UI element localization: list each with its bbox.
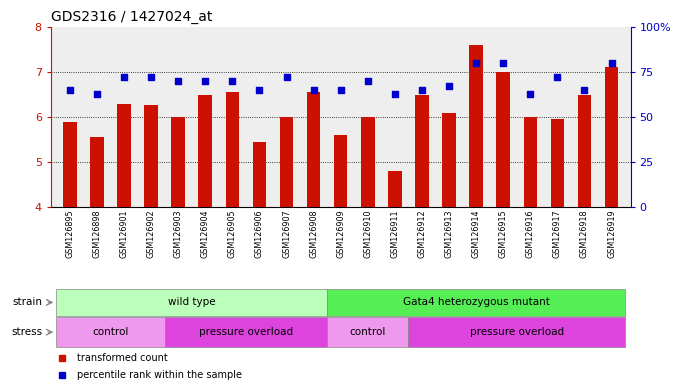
Point xyxy=(336,87,346,93)
Text: GDS2316 / 1427024_at: GDS2316 / 1427024_at xyxy=(51,10,212,25)
Text: GSM126898: GSM126898 xyxy=(92,210,102,258)
Point xyxy=(119,74,129,81)
Text: GSM126906: GSM126906 xyxy=(255,210,264,258)
Bar xyxy=(496,72,510,207)
Bar xyxy=(90,137,104,207)
Text: GSM126919: GSM126919 xyxy=(607,210,616,258)
Text: GSM126908: GSM126908 xyxy=(309,210,318,258)
Point xyxy=(173,78,184,84)
Text: GSM126901: GSM126901 xyxy=(119,210,129,258)
Point xyxy=(471,60,481,66)
Point xyxy=(281,74,292,81)
Text: control: control xyxy=(350,327,386,337)
Bar xyxy=(165,318,327,347)
Point xyxy=(389,91,400,97)
Bar xyxy=(334,135,347,207)
Point xyxy=(146,74,157,81)
Text: control: control xyxy=(92,327,129,337)
Text: GSM126918: GSM126918 xyxy=(580,210,589,258)
Point xyxy=(308,87,319,93)
Text: GSM126903: GSM126903 xyxy=(174,210,182,258)
Text: GSM126910: GSM126910 xyxy=(363,210,372,258)
Text: GSM126895: GSM126895 xyxy=(65,210,75,258)
Point xyxy=(64,87,75,93)
Point xyxy=(525,91,536,97)
Text: pressure overload: pressure overload xyxy=(199,327,293,337)
Point xyxy=(362,78,373,84)
Bar xyxy=(388,171,401,207)
Bar xyxy=(117,104,131,207)
Bar xyxy=(63,122,77,207)
Bar xyxy=(56,289,327,316)
Text: GSM126914: GSM126914 xyxy=(472,210,481,258)
Text: transformed count: transformed count xyxy=(77,353,167,363)
Point xyxy=(254,87,265,93)
Bar xyxy=(578,94,591,207)
Point xyxy=(606,60,617,66)
Text: GSM126902: GSM126902 xyxy=(146,210,155,258)
Text: strain: strain xyxy=(13,297,43,308)
Point xyxy=(227,78,238,84)
Point xyxy=(579,87,590,93)
Bar xyxy=(280,117,294,207)
Text: GSM126912: GSM126912 xyxy=(418,210,426,258)
Point xyxy=(200,78,211,84)
Bar xyxy=(469,45,483,207)
Bar xyxy=(605,68,618,207)
Text: GSM126917: GSM126917 xyxy=(553,210,562,258)
Text: percentile rank within the sample: percentile rank within the sample xyxy=(77,370,242,380)
Text: Gata4 heterozygous mutant: Gata4 heterozygous mutant xyxy=(403,297,550,308)
Text: GSM126904: GSM126904 xyxy=(201,210,210,258)
Text: GSM126911: GSM126911 xyxy=(391,210,399,258)
Text: GSM126907: GSM126907 xyxy=(282,210,291,258)
Text: pressure overload: pressure overload xyxy=(470,327,564,337)
Text: GSM126915: GSM126915 xyxy=(499,210,508,258)
Bar xyxy=(226,92,239,207)
Bar xyxy=(253,142,266,207)
Bar xyxy=(361,117,374,207)
Text: wild type: wild type xyxy=(168,297,216,308)
Point xyxy=(92,91,102,97)
Point xyxy=(552,74,563,81)
Bar xyxy=(408,318,625,347)
Point xyxy=(416,87,427,93)
Text: GSM126909: GSM126909 xyxy=(336,210,345,258)
Bar xyxy=(307,92,321,207)
Text: GSM126905: GSM126905 xyxy=(228,210,237,258)
Point xyxy=(498,60,508,66)
Text: stress: stress xyxy=(12,327,43,337)
Bar xyxy=(442,113,456,207)
Bar xyxy=(144,105,158,207)
Bar xyxy=(327,289,625,316)
Text: GSM126913: GSM126913 xyxy=(445,210,454,258)
Bar xyxy=(172,117,185,207)
Bar xyxy=(415,94,428,207)
Bar xyxy=(551,119,564,207)
Text: GSM126916: GSM126916 xyxy=(526,210,535,258)
Bar xyxy=(199,94,212,207)
Bar xyxy=(327,318,408,347)
Point xyxy=(443,83,454,89)
Bar xyxy=(523,117,537,207)
Bar xyxy=(56,318,165,347)
